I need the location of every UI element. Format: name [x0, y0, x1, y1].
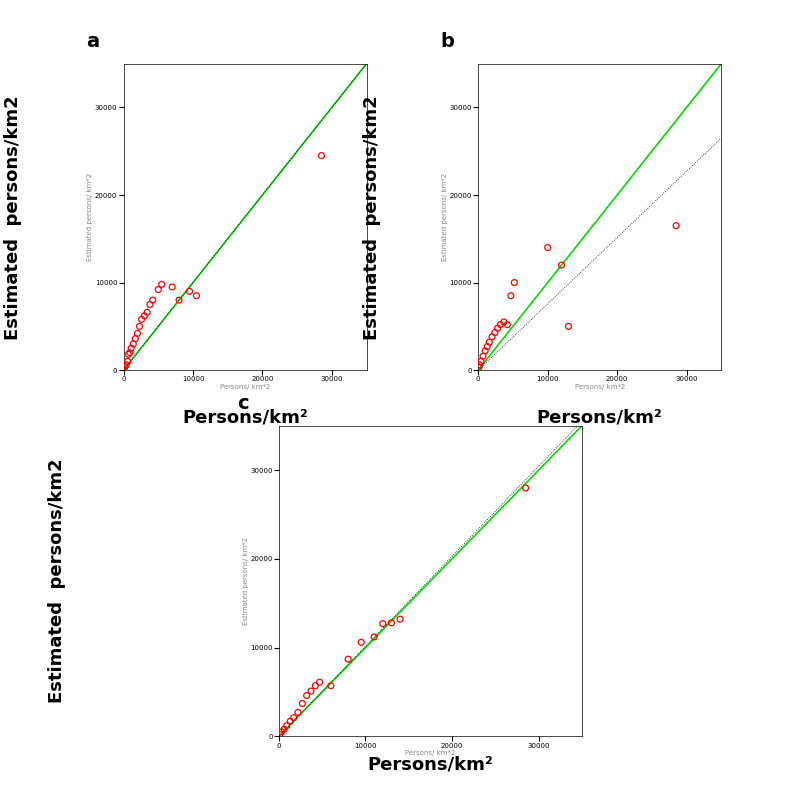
Text: b: b [440, 33, 454, 52]
Point [124, 346, 136, 359]
Point [173, 294, 186, 306]
Text: Persons/km²: Persons/km² [367, 755, 493, 774]
Point [556, 259, 568, 271]
Point [127, 338, 139, 350]
Point [367, 630, 380, 643]
Point [183, 285, 196, 298]
Point [296, 697, 308, 710]
Point [131, 327, 143, 340]
Point [541, 241, 554, 254]
Point [147, 294, 159, 306]
Point [125, 342, 138, 355]
Text: Estimated  persons/km2: Estimated persons/km2 [363, 95, 381, 340]
Point [508, 276, 520, 289]
Text: Persons/km²: Persons/km² [183, 408, 308, 427]
Point [562, 320, 575, 333]
Y-axis label: Estimated persons/ km*2: Estimated persons/ km*2 [88, 173, 93, 261]
Point [281, 720, 293, 732]
Point [315, 149, 328, 162]
Point [135, 313, 148, 326]
Point [120, 358, 132, 371]
Point [138, 310, 151, 322]
Point [494, 318, 507, 331]
Point [342, 653, 355, 665]
Y-axis label: Estimated persons/ km*2: Estimated persons/ km*2 [243, 537, 249, 625]
Point [119, 361, 132, 373]
Point [166, 280, 179, 293]
Point [491, 322, 504, 334]
Point [385, 616, 398, 629]
Y-axis label: Estimated persons/ km*2: Estimated persons/ km*2 [442, 173, 448, 261]
Point [483, 336, 496, 349]
Point [394, 613, 406, 626]
Point [473, 358, 486, 371]
Point [355, 636, 367, 649]
Text: Persons/km²: Persons/km² [536, 408, 662, 427]
Point [300, 689, 313, 702]
Point [505, 289, 517, 302]
Text: a: a [86, 33, 99, 52]
Point [292, 706, 304, 719]
Point [141, 306, 154, 318]
Point [324, 679, 337, 692]
Point [143, 298, 156, 310]
Point [519, 482, 532, 494]
Point [284, 715, 296, 728]
X-axis label: Persons/ km*2: Persons/ km*2 [220, 384, 270, 390]
Point [121, 355, 134, 368]
Point [129, 332, 142, 345]
Point [473, 361, 485, 374]
Point [477, 349, 489, 362]
X-axis label: Persons/ km*2: Persons/ km*2 [405, 750, 456, 756]
Point [376, 617, 389, 630]
Point [501, 318, 514, 331]
Point [669, 219, 682, 232]
Text: c: c [237, 395, 249, 413]
Point [287, 712, 300, 724]
Point [309, 679, 322, 692]
Text: Estimated  persons/km2: Estimated persons/km2 [48, 458, 66, 704]
Point [489, 326, 501, 339]
Point [497, 315, 510, 328]
Point [122, 348, 135, 361]
X-axis label: Persons/ km*2: Persons/ km*2 [575, 384, 625, 390]
Point [273, 728, 286, 741]
Point [304, 685, 317, 697]
Point [118, 362, 131, 375]
Point [133, 320, 146, 333]
Point [481, 340, 493, 353]
Point [275, 725, 288, 738]
Point [474, 355, 487, 368]
Point [155, 278, 168, 291]
Point [278, 723, 291, 736]
Point [485, 330, 498, 343]
Point [479, 345, 492, 357]
Point [152, 283, 165, 296]
Point [313, 676, 326, 689]
Text: Estimated  persons/km2: Estimated persons/km2 [4, 95, 22, 340]
Point [190, 289, 202, 302]
